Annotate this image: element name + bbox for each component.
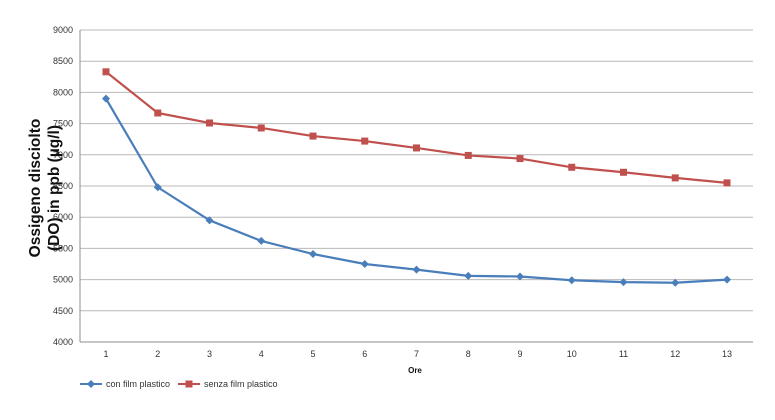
axes — [79, 30, 753, 343]
data-point-con-film — [619, 278, 628, 287]
legend-item-con-film: con film plastico — [80, 379, 170, 389]
x-tick-label: 10 — [567, 349, 577, 359]
data-point-con-film — [102, 94, 110, 103]
data-point-con-film — [412, 265, 421, 274]
data-point-con-film — [153, 183, 162, 192]
data-point-senza-film — [723, 179, 731, 187]
x-tick-label: 5 — [310, 349, 315, 359]
data-point-senza-film — [102, 68, 110, 76]
x-tick-label: 2 — [155, 349, 160, 359]
data-point-senza-film — [309, 132, 317, 140]
x-tick-label: 3 — [207, 349, 212, 359]
data-point-senza-film — [671, 174, 679, 182]
data-point-senza-film — [154, 109, 162, 117]
data-point-senza-film — [464, 151, 472, 159]
y-tick-label: 8000 — [53, 87, 73, 97]
y-tick-label: 4000 — [53, 337, 73, 347]
data-point-con-film — [567, 276, 576, 285]
x-tick-label: 8 — [466, 349, 471, 359]
data-point-senza-film — [620, 168, 627, 176]
x-tick-labels: 1 2 3 4 5 6 7 8 9 10 11 12 13 — [103, 349, 732, 359]
series-con-film — [102, 94, 731, 287]
data-point-senza-film — [413, 144, 420, 152]
gridlines — [80, 29, 753, 312]
x-tick-label: 6 — [362, 349, 367, 359]
x-tick-label: 12 — [670, 349, 680, 359]
data-point-senza-film — [361, 137, 369, 145]
y-tick-label: 6500 — [53, 181, 73, 191]
data-point-con-film — [205, 216, 214, 225]
legend-item-senza-film: senza film plastico — [178, 379, 278, 389]
data-point-con-film — [671, 278, 680, 287]
legend-label: senza film plastico — [204, 379, 278, 389]
data-point-senza-film — [257, 124, 265, 132]
data-point-con-film — [723, 275, 731, 284]
y-axis-title-line-2: (DO) in ppb (µg/l) — [46, 125, 63, 251]
data-point-con-film — [464, 271, 473, 280]
x-tick-label: 1 — [103, 349, 108, 359]
legend-swatch-marker — [185, 380, 193, 388]
y-tick-label: 5000 — [53, 275, 73, 285]
x-tick-label: 4 — [259, 349, 264, 359]
legend: con film plastico senza film plastico — [80, 379, 278, 389]
x-tick-label: 11 — [619, 349, 628, 359]
x-tick-label: 7 — [414, 349, 419, 359]
data-point-con-film — [360, 260, 369, 268]
x-tick-label: 9 — [517, 349, 522, 359]
data-point-senza-film — [206, 119, 213, 127]
data-point-senza-film — [516, 155, 524, 163]
series-senza-film — [102, 68, 731, 187]
y-tick-label: 7000 — [53, 150, 73, 160]
y-tick-label: 6000 — [53, 212, 73, 222]
series-line-senza-film — [105, 70, 728, 184]
series-line-con-film — [105, 98, 728, 284]
data-point-con-film — [516, 272, 524, 281]
y-tick-label: 5500 — [53, 243, 73, 253]
data-point-senza-film — [568, 163, 576, 171]
y-tick-label: 9000 — [53, 25, 73, 35]
y-tick-labels: 4000 4500 5000 5500 6000 6500 7000 7500 8000 8500… — [53, 25, 73, 347]
legend-swatch-marker — [87, 380, 95, 388]
data-point-con-film — [309, 250, 317, 259]
y-tick-label: 7500 — [53, 119, 73, 129]
data-point-con-film — [257, 236, 266, 245]
x-axis-title: Ore — [408, 366, 422, 375]
y-tick-label: 4500 — [53, 306, 73, 316]
y-tick-label: 8500 — [53, 56, 73, 66]
legend-label: con film plastico — [106, 379, 170, 389]
y-axis-title-line-1: Ossigeno disciolto — [27, 119, 44, 258]
series — [102, 68, 731, 287]
x-tick-label: 13 — [722, 349, 732, 359]
